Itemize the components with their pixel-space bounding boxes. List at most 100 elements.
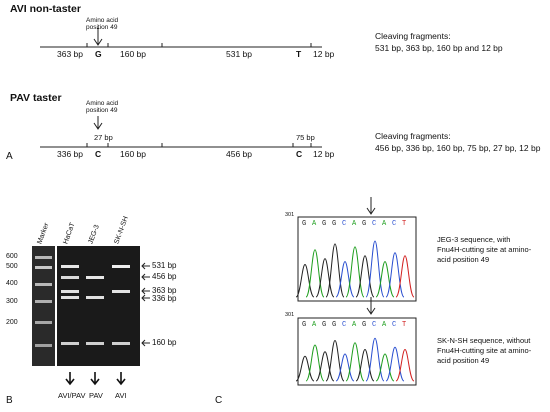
trace-peak xyxy=(315,258,335,298)
pav-fragments: 456 bp, 336 bp, 160 bp, 75 bp, 27 bp, 12… xyxy=(375,143,541,153)
trace1-caption: JEG-3 sequence, with Fnu4H-cutting site … xyxy=(437,235,532,264)
trace-peak xyxy=(375,261,395,298)
hacat-band-363 xyxy=(61,290,79,293)
pav-title: PAV taster xyxy=(10,92,62,104)
band-label-456: 456 bp xyxy=(152,272,177,281)
ladder-600: 600 xyxy=(6,253,18,260)
chromatogram-1 xyxy=(295,197,417,302)
pav-seg-1: 336 bp xyxy=(57,149,83,159)
base-letter: G xyxy=(322,220,327,228)
ladder-band xyxy=(35,344,52,347)
down-arrow-jeg3 xyxy=(90,372,100,386)
avi-position-label: Amino acid position 49 xyxy=(86,17,119,31)
base-letter: A xyxy=(382,321,387,329)
trace-peak xyxy=(335,353,355,382)
panel-c-label: C xyxy=(215,395,223,406)
arrow-363 xyxy=(141,287,150,295)
avi-site-g: G xyxy=(95,49,102,59)
base-letter: C xyxy=(372,220,377,228)
trace-peak xyxy=(295,264,315,298)
avi-restriction-map xyxy=(40,28,322,48)
base-letter: G xyxy=(302,220,307,228)
arrow-336 xyxy=(141,294,150,302)
arrow-531 xyxy=(141,262,150,270)
ladder-500: 500 xyxy=(6,263,18,270)
marker-lane-bg xyxy=(32,246,55,366)
trace-peak xyxy=(325,339,345,382)
chromatogram-2-arrowhead xyxy=(366,307,376,315)
avi-position-arrowhead xyxy=(93,38,103,46)
genotype-sknsh: AVI xyxy=(115,391,127,400)
avi-site-t: T xyxy=(296,49,302,59)
jeg3-band-336 xyxy=(86,296,104,299)
hacat-band-456 xyxy=(61,276,79,279)
avi-seg-2: 160 bp xyxy=(120,49,146,59)
trace-peak xyxy=(365,337,385,382)
jeg3-band-456 xyxy=(86,276,104,279)
trace-peak xyxy=(395,348,415,382)
chromatogram-1-arrowhead xyxy=(366,207,376,215)
base-letter: A xyxy=(382,220,387,228)
trace-peak xyxy=(305,249,325,298)
trace-peak xyxy=(385,346,405,382)
band-label-336: 336 bp xyxy=(152,294,177,303)
hacat-band-336 xyxy=(61,296,79,299)
pav-seg-5: 75 bp xyxy=(296,133,315,142)
band-label-160: 160 bp xyxy=(152,338,177,347)
pav-fragments-title: Cleaving fragments: xyxy=(375,131,451,141)
genotype-jeg3: PAV xyxy=(89,391,103,400)
band-label-531: 531 bp xyxy=(152,261,177,270)
chromatogram-2 xyxy=(295,297,417,386)
chromatogram-2-trace xyxy=(295,337,415,382)
avi-seg-1: 363 bp xyxy=(57,49,83,59)
ladder-band xyxy=(35,266,52,269)
pav-position-label: Amino acid position 49 xyxy=(86,100,119,114)
sknsh-band-363 xyxy=(112,290,130,293)
trace-peak xyxy=(345,246,365,298)
pav-restriction-map xyxy=(40,116,322,148)
trace-peak xyxy=(335,261,355,298)
agarose-gel xyxy=(32,246,140,366)
trace2-position: 301 xyxy=(285,312,295,318)
jeg3-band-160 xyxy=(86,342,104,345)
down-arrow-sknsh xyxy=(116,372,126,386)
ladder-band xyxy=(35,256,52,259)
trace-peak xyxy=(385,252,405,298)
base-letter: G xyxy=(322,321,327,329)
base-letter: A xyxy=(352,220,357,228)
pav-seg-4: 456 bp xyxy=(226,149,252,159)
base-letter: C xyxy=(342,220,347,228)
trace-peak xyxy=(365,240,385,298)
avi-seg-4: 12 bp xyxy=(313,49,335,59)
base-letter: G xyxy=(332,321,337,329)
trace-peak xyxy=(375,353,395,382)
pav-site-c1: C xyxy=(95,149,102,159)
base-letter: A xyxy=(312,220,317,228)
base-letter: C xyxy=(392,220,397,228)
sknsh-band-531 xyxy=(112,265,130,268)
ladder-400: 400 xyxy=(6,280,18,287)
base-letter: G xyxy=(332,220,337,228)
arrow-456 xyxy=(141,273,150,281)
hacat-band-531 xyxy=(61,265,79,268)
genotype-arrows xyxy=(65,372,126,386)
ladder-300: 300 xyxy=(6,298,18,305)
hacat-band-160 xyxy=(61,342,79,345)
trace-peak xyxy=(295,355,315,382)
trace-peak xyxy=(395,255,415,298)
trace-peak xyxy=(305,344,325,382)
trace1-position: 301 xyxy=(285,212,295,218)
chromatogram-1-trace xyxy=(295,240,415,298)
pav-seg-3: 160 bp xyxy=(120,149,146,159)
band-arrows xyxy=(141,262,150,347)
trace2-caption: SK-N-SH sequence, without Fnu4H-cutting … xyxy=(437,336,532,365)
chromatogram-1-frame xyxy=(297,216,417,302)
pav-site-c2: C xyxy=(296,149,303,159)
panel-b-label: B xyxy=(6,395,13,406)
ladder-200: 200 xyxy=(6,319,18,326)
base-letter: G xyxy=(362,220,367,228)
base-letter: C xyxy=(342,321,347,329)
panel-a-label: A xyxy=(6,151,13,162)
